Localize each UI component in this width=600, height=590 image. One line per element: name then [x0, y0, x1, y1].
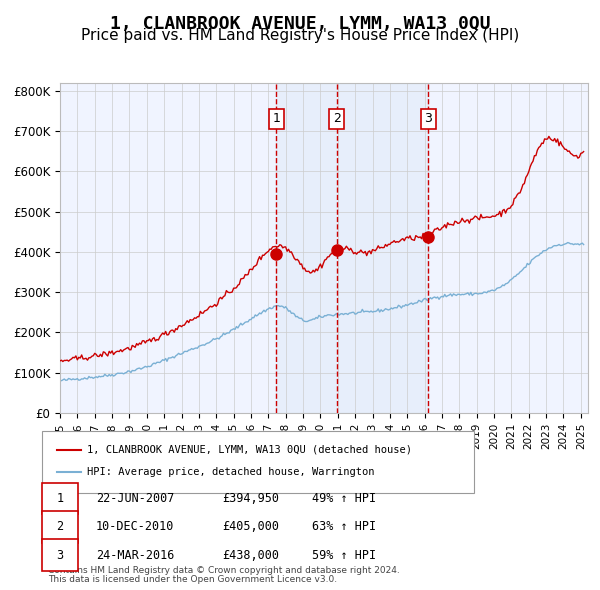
Text: 63% ↑ HPI: 63% ↑ HPI: [312, 520, 376, 533]
Text: 3: 3: [56, 549, 64, 562]
Text: 1, CLANBROOK AVENUE, LYMM, WA13 0QU: 1, CLANBROOK AVENUE, LYMM, WA13 0QU: [110, 15, 490, 33]
Text: 2: 2: [56, 520, 64, 533]
Text: 22-JUN-2007: 22-JUN-2007: [96, 492, 175, 505]
Text: HPI: Average price, detached house, Warrington: HPI: Average price, detached house, Warr…: [87, 467, 374, 477]
Text: 3: 3: [425, 112, 433, 125]
Text: 10-DEC-2010: 10-DEC-2010: [96, 520, 175, 533]
Text: 1, CLANBROOK AVENUE, LYMM, WA13 0QU (detached house): 1, CLANBROOK AVENUE, LYMM, WA13 0QU (det…: [87, 445, 412, 454]
Text: 59% ↑ HPI: 59% ↑ HPI: [312, 549, 376, 562]
Bar: [277, 83, 428, 413]
Text: £438,000: £438,000: [222, 549, 279, 562]
Text: 49% ↑ HPI: 49% ↑ HPI: [312, 492, 376, 505]
Text: 2: 2: [333, 112, 341, 125]
Text: Price paid vs. HM Land Registry's House Price Index (HPI): Price paid vs. HM Land Registry's House …: [81, 28, 519, 43]
Text: 1: 1: [56, 492, 64, 505]
Text: Contains HM Land Registry data © Crown copyright and database right 2024.: Contains HM Land Registry data © Crown c…: [48, 566, 400, 575]
Text: 24-MAR-2016: 24-MAR-2016: [96, 549, 175, 562]
Text: This data is licensed under the Open Government Licence v3.0.: This data is licensed under the Open Gov…: [48, 575, 337, 584]
Text: £405,000: £405,000: [222, 520, 279, 533]
Text: £394,950: £394,950: [222, 492, 279, 505]
Text: 1: 1: [272, 112, 280, 125]
